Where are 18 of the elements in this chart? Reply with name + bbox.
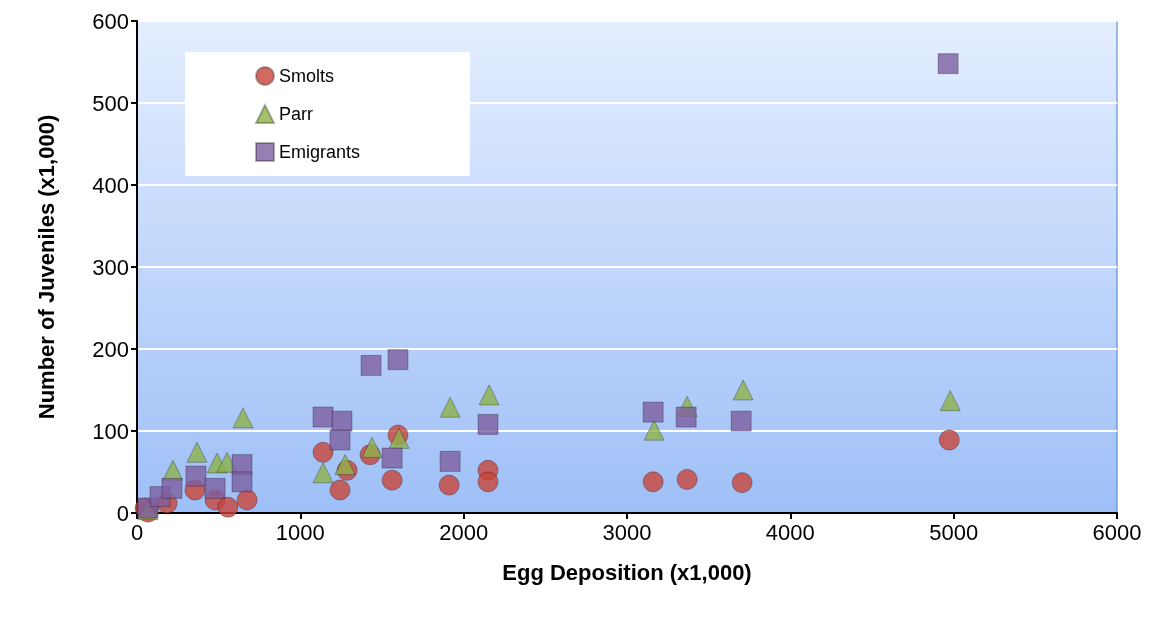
- x-tick-label: 2000: [439, 519, 489, 545]
- y-tick-label: 0: [116, 500, 129, 526]
- x-tick-label: 6000: [1092, 519, 1142, 545]
- legend-label: Emigrants: [279, 142, 361, 162]
- x-tick-label: 1000: [275, 519, 325, 545]
- x-tick-label: 4000: [765, 519, 815, 545]
- y-tick-label: 100: [92, 418, 129, 444]
- y-axis-title: Number of Juveniles (x1,000): [33, 114, 59, 420]
- legend-label: Smolts: [279, 66, 335, 86]
- x-tick-label: 3000: [602, 519, 652, 545]
- x-tick-label: 5000: [929, 519, 979, 545]
- legend-label: Parr: [279, 104, 314, 124]
- y-tick-label: 200: [92, 336, 129, 362]
- y-tick-label: 600: [92, 8, 129, 34]
- y-tick-label: 300: [92, 254, 129, 280]
- y-tick-label: 500: [92, 90, 129, 116]
- x-axis-title: Egg Deposition (x1,000): [502, 559, 752, 585]
- y-tick-label: 400: [92, 172, 129, 198]
